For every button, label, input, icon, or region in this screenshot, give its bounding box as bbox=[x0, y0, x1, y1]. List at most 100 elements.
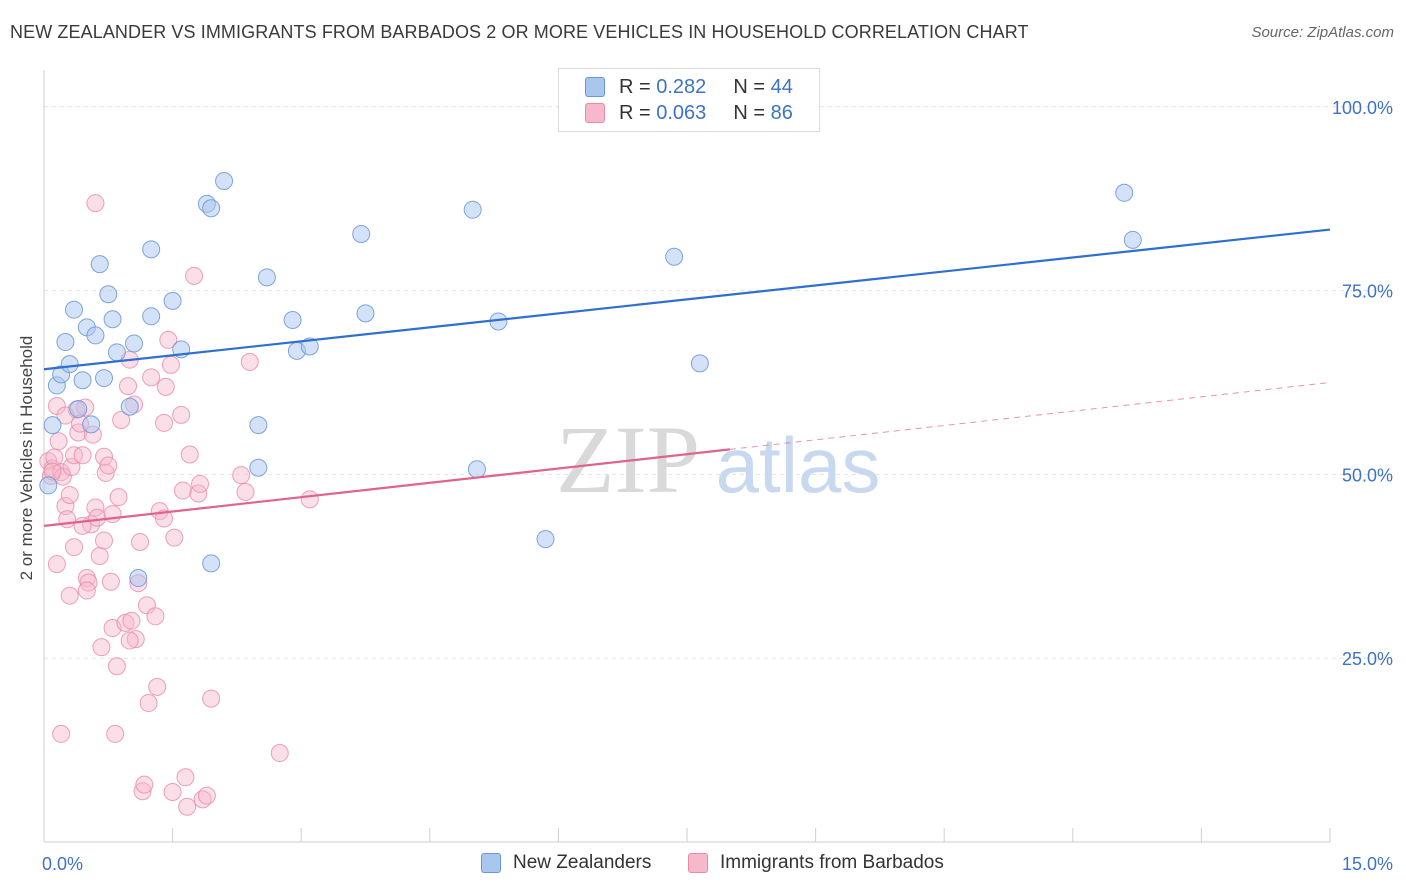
new-zealanders-point bbox=[86, 326, 105, 345]
barbados-point bbox=[156, 377, 175, 396]
series-new-zealanders-points bbox=[39, 172, 1142, 588]
barbados-point bbox=[146, 607, 165, 626]
new-zealanders-point bbox=[202, 199, 221, 218]
barbados-point bbox=[112, 410, 131, 429]
new-zealanders-point bbox=[463, 200, 482, 219]
new-zealanders-point bbox=[142, 307, 161, 326]
barbados-point bbox=[109, 488, 128, 507]
watermark-atlas: atlas bbox=[716, 421, 881, 509]
new-zealanders-point bbox=[300, 337, 319, 356]
barbados-point bbox=[202, 689, 221, 708]
legend-n-value: 86 bbox=[770, 101, 793, 124]
barbados-point bbox=[173, 481, 192, 500]
new-zealanders-point bbox=[69, 399, 88, 418]
new-zealanders-point bbox=[163, 291, 182, 310]
new-zealanders-point bbox=[65, 300, 84, 319]
chart-title: NEW ZEALANDER VS IMMIGRANTS FROM BARBADO… bbox=[10, 22, 1029, 42]
barbados-point bbox=[90, 546, 109, 565]
barbados-point bbox=[300, 490, 319, 509]
tick-labels: 25.0% 50.0% 75.0% 100.0% 0.0% 15.0% bbox=[42, 98, 1393, 874]
legend-row-barbados: R = 0.063 N = 86 bbox=[585, 100, 793, 126]
legend-n-value: 44 bbox=[770, 75, 793, 98]
new-zealanders-point bbox=[352, 224, 371, 243]
legend-n-label: N = bbox=[733, 101, 766, 124]
legend-swatch-pink bbox=[585, 103, 605, 123]
barbados-point bbox=[236, 483, 255, 502]
trend-line-barbados-extension bbox=[729, 381, 1331, 450]
new-zealanders-point bbox=[665, 247, 684, 266]
barbados-point bbox=[88, 508, 107, 527]
new-zealanders-point bbox=[142, 240, 161, 259]
barbados-point bbox=[176, 768, 195, 787]
barbados-point bbox=[139, 694, 158, 713]
legend-n-label: N = bbox=[733, 75, 766, 98]
legend-row-new-zealanders: R = 0.282 N = 44 bbox=[585, 74, 793, 100]
correlation-legend: R = 0.282 N = 44 R = 0.063 N = 86 bbox=[558, 68, 820, 132]
new-zealanders-point bbox=[129, 569, 148, 588]
x-tick-label-min: 0.0% bbox=[42, 854, 83, 874]
barbados-point bbox=[86, 194, 105, 213]
y-tick-label: 75.0% bbox=[1342, 282, 1393, 302]
new-zealanders-point bbox=[215, 172, 234, 191]
barbados-point bbox=[185, 266, 204, 285]
barbados-point bbox=[73, 446, 92, 465]
new-zealanders-point bbox=[249, 416, 268, 435]
barbados-point bbox=[155, 413, 174, 432]
bottom-legend-barbados: Immigrants from Barbados bbox=[688, 852, 944, 874]
barbados-point bbox=[165, 528, 184, 547]
barbados-point bbox=[122, 611, 141, 630]
barbados-point bbox=[106, 724, 125, 743]
barbados-point bbox=[60, 485, 79, 504]
barbados-point bbox=[232, 466, 251, 485]
barbados-point bbox=[119, 377, 138, 396]
barbados-point bbox=[131, 533, 150, 552]
barbados-point bbox=[135, 775, 154, 794]
barbados-point bbox=[96, 463, 115, 482]
new-zealanders-point bbox=[90, 255, 109, 274]
new-zealanders-point bbox=[1115, 183, 1134, 202]
legend-r-value: 0.063 bbox=[656, 101, 707, 124]
barbados-point bbox=[92, 638, 111, 657]
barbados-point bbox=[142, 368, 161, 387]
barbados-point bbox=[107, 657, 126, 676]
series-barbados-points bbox=[39, 194, 319, 816]
trend-line-new-zealanders bbox=[43, 228, 1331, 371]
barbados-point bbox=[270, 744, 289, 763]
barbados-point bbox=[189, 484, 208, 503]
new-zealanders-point bbox=[56, 333, 75, 352]
y-tick-label: 25.0% bbox=[1342, 649, 1393, 669]
new-zealanders-point bbox=[125, 334, 144, 353]
new-zealanders-point bbox=[43, 416, 62, 435]
barbados-point bbox=[77, 581, 96, 600]
legend-r-label: R = bbox=[619, 75, 651, 98]
new-zealanders-point bbox=[249, 458, 268, 477]
new-zealanders-point bbox=[690, 354, 709, 373]
new-zealanders-point bbox=[356, 304, 375, 323]
legend-swatch-blue bbox=[585, 77, 605, 97]
trend-lines bbox=[43, 228, 1331, 527]
barbados-point bbox=[60, 586, 79, 605]
new-zealanders-point bbox=[60, 355, 79, 374]
watermark: ZIP atlas bbox=[556, 406, 880, 513]
barbados-point bbox=[155, 509, 174, 528]
watermark-zip: ZIP bbox=[556, 406, 700, 513]
barbados-point bbox=[49, 432, 68, 451]
barbados-point bbox=[99, 456, 118, 475]
new-zealanders-point bbox=[103, 310, 122, 329]
barbados-point bbox=[161, 355, 180, 374]
barbados-point bbox=[65, 538, 84, 557]
barbados-point bbox=[163, 783, 182, 802]
axes bbox=[43, 70, 1331, 843]
bottom-legend-label: Immigrants from Barbados bbox=[720, 852, 944, 873]
barbados-point bbox=[178, 797, 197, 816]
new-zealanders-point bbox=[99, 285, 118, 304]
new-zealanders-point bbox=[1123, 230, 1142, 249]
barbados-point bbox=[52, 724, 71, 743]
new-zealanders-point bbox=[202, 554, 221, 573]
barbados-point bbox=[159, 330, 178, 349]
new-zealanders-point bbox=[82, 415, 101, 434]
legend-r-label: R = bbox=[619, 101, 651, 124]
x-tick-label-max: 15.0% bbox=[1342, 854, 1393, 874]
barbados-point bbox=[133, 782, 152, 801]
